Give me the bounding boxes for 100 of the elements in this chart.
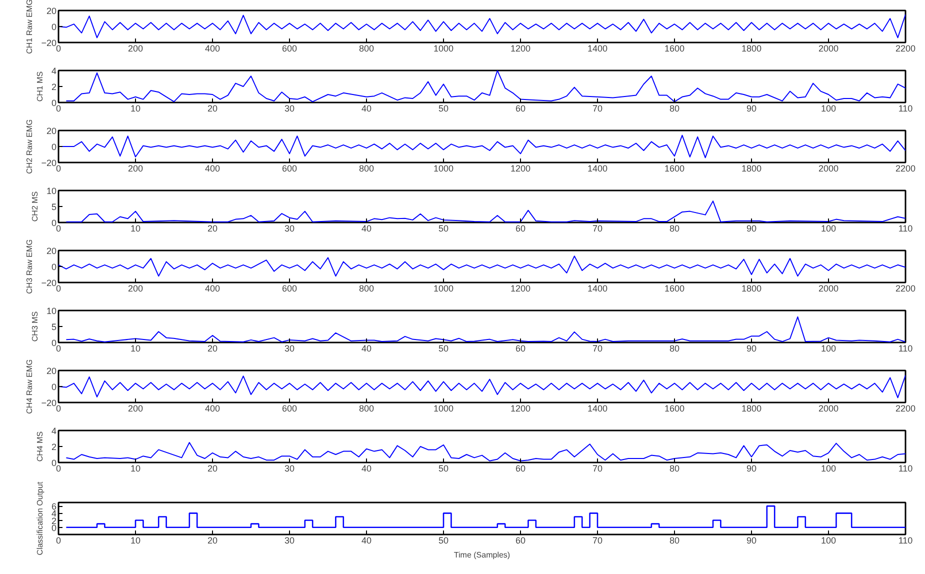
x-tick-label: 800 xyxy=(358,284,374,294)
x-tick-label: 800 xyxy=(358,404,374,414)
x-tick-label: 60 xyxy=(515,536,526,546)
y-axis-title: CH4 Raw EMG xyxy=(25,359,34,414)
x-tick-label: 1400 xyxy=(587,44,608,54)
x-tick-label: 200 xyxy=(128,404,144,414)
x-tick-label: 800 xyxy=(358,44,374,54)
x-tick-label: 20 xyxy=(207,344,218,354)
line-series xyxy=(58,256,906,277)
y-axis-title: CH1 Raw EMG xyxy=(25,0,34,54)
x-tick-label: 90 xyxy=(746,224,757,234)
x-tick-label: 1000 xyxy=(433,404,454,414)
x-tick-label: 40 xyxy=(361,344,372,354)
x-tick-label: 10 xyxy=(130,464,141,474)
x-tick-label: 400 xyxy=(204,44,220,54)
x-tick-label: 40 xyxy=(361,104,372,114)
x-tick-label: 2000 xyxy=(818,164,839,174)
x-tick-label: 1600 xyxy=(664,404,685,414)
x-tick-label: 30 xyxy=(284,464,295,474)
x-tick-label: 2200 xyxy=(895,404,916,414)
x-tick-label: 100 xyxy=(820,344,836,354)
y-tick-label: 5 xyxy=(51,202,57,212)
x-tick-label: 100 xyxy=(820,536,836,546)
x-tick-label: 1000 xyxy=(433,164,454,174)
line-series xyxy=(58,14,906,38)
x-tick-label: 100 xyxy=(820,104,836,114)
y-axis-title: CH2 Raw EMG xyxy=(25,119,34,174)
x-tick-label: 60 xyxy=(515,344,526,354)
x-tick-label: 70 xyxy=(592,104,603,114)
x-tick-label: 110 xyxy=(898,224,913,234)
y-tick-label: 0 xyxy=(51,262,57,272)
x-tick-label: 60 xyxy=(515,104,526,114)
line-series xyxy=(66,442,906,462)
x-tick-label: 1800 xyxy=(741,284,762,294)
x-tick-label: 70 xyxy=(592,464,603,474)
x-tick-label: 1400 xyxy=(587,164,608,174)
x-tick-label: 1000 xyxy=(433,284,454,294)
x-tick-label: 80 xyxy=(669,104,680,114)
y-axis-title: CH3 MS xyxy=(30,311,40,342)
x-tick-label: 1200 xyxy=(510,44,531,54)
x-tick-label: 10 xyxy=(130,536,141,546)
x-tick-label: 70 xyxy=(592,224,603,234)
x-tick-label: 600 xyxy=(282,284,298,294)
x-tick-label: 90 xyxy=(746,344,757,354)
y-tick-label: 10 xyxy=(46,186,57,196)
x-tick-label: 400 xyxy=(204,164,220,174)
y-axis-title: CH1 MS xyxy=(35,71,44,102)
y-tick-label: −20 xyxy=(41,278,57,288)
x-tick-label: 1200 xyxy=(510,284,531,294)
x-tick-label: 10 xyxy=(130,224,141,234)
x-tick-label: 20 xyxy=(207,536,218,546)
x-tick-label: 2200 xyxy=(895,284,916,294)
x-tick-label: 70 xyxy=(592,344,603,354)
x-tick-label: 70 xyxy=(592,536,603,546)
line-series xyxy=(66,316,906,342)
x-tick-label: 1600 xyxy=(664,44,685,54)
x-tick-label: 40 xyxy=(361,536,372,546)
x-tick-label: 40 xyxy=(361,464,372,474)
x-tick-label: 80 xyxy=(669,344,680,354)
y-axis-title: CH3 Raw EMG xyxy=(25,239,34,294)
x-tick-label: 110 xyxy=(898,536,913,546)
line-series xyxy=(66,70,906,102)
line-series xyxy=(66,200,906,222)
y-tick-label: 0 xyxy=(51,142,57,152)
y-axis-title: CH4 MS xyxy=(35,431,44,462)
y-tick-label: 20 xyxy=(46,126,57,136)
y-tick-label: 0 xyxy=(51,22,57,32)
x-tick-label: 600 xyxy=(282,44,298,54)
x-tick-label: 2200 xyxy=(895,44,916,54)
y-tick-label: −20 xyxy=(41,158,57,168)
x-tick-label: 600 xyxy=(282,164,298,174)
x-tick-label: 200 xyxy=(128,284,144,294)
y-tick-label: −20 xyxy=(41,38,57,48)
y-tick-label: 20 xyxy=(46,366,57,376)
y-tick-label: 2 xyxy=(51,82,57,92)
x-tick-label: 60 xyxy=(515,224,526,234)
x-tick-label: 30 xyxy=(284,344,295,354)
line-series xyxy=(58,374,906,398)
x-tick-label: 20 xyxy=(207,464,218,474)
x-tick-label: 110 xyxy=(898,464,913,474)
x-tick-label: 30 xyxy=(284,536,295,546)
x-tick-label: 90 xyxy=(746,536,757,546)
x-tick-label: 1800 xyxy=(741,44,762,54)
x-tick-label: 400 xyxy=(204,404,220,414)
y-tick-label: 0 xyxy=(51,382,57,392)
x-tick-label: 50 xyxy=(438,536,449,546)
x-tick-label: 1000 xyxy=(433,44,454,54)
x-tick-label: 110 xyxy=(898,104,913,114)
x-tick-label: 200 xyxy=(128,164,144,174)
x-tick-label: 90 xyxy=(746,464,757,474)
x-tick-label: 2000 xyxy=(818,284,839,294)
y-tick-label: 10 xyxy=(46,306,57,316)
x-tick-label: 10 xyxy=(130,104,141,114)
x-tick-label: 2000 xyxy=(818,44,839,54)
x-tick-label: 110 xyxy=(898,344,913,354)
x-tick-label: 50 xyxy=(438,104,449,114)
x-tick-label: 80 xyxy=(669,536,680,546)
x-tick-label: 50 xyxy=(438,464,449,474)
x-tick-label: 1800 xyxy=(741,164,762,174)
y-tick-label: 2 xyxy=(51,442,57,452)
